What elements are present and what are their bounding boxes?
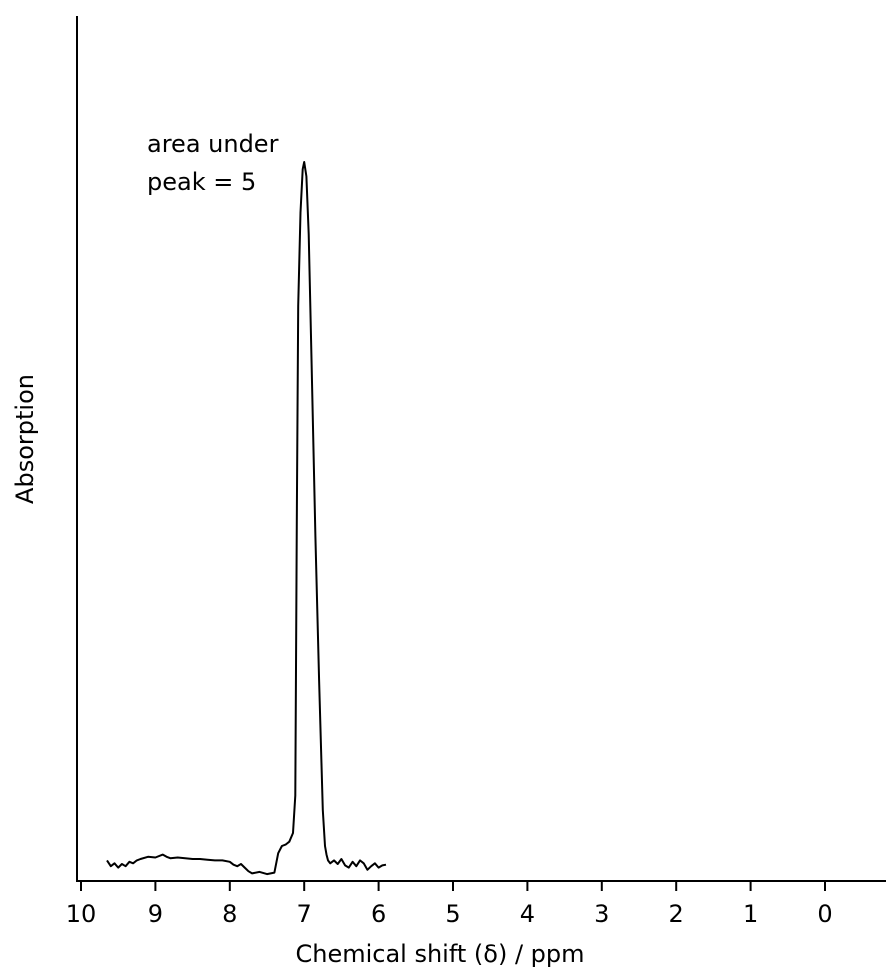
x-tick-label-2: 2 xyxy=(669,900,684,928)
x-tick-label-4: 4 xyxy=(520,900,535,928)
x-tick-label-6: 6 xyxy=(371,900,386,928)
x-tick-label-3: 3 xyxy=(594,900,609,928)
x-tick-label-7: 7 xyxy=(297,900,312,928)
x-tick-label-1: 1 xyxy=(743,900,758,928)
x-axis-tick-labels: 10 9 8 7 6 5 4 3 2 1 0 xyxy=(66,900,833,928)
peak-annotation-line-2: peak = 5 xyxy=(147,168,256,196)
spectrum-line xyxy=(106,161,387,876)
x-tick-label-9: 9 xyxy=(148,900,163,928)
x-axis-ticks xyxy=(80,881,826,891)
x-tick-label-8: 8 xyxy=(222,900,237,928)
peak-annotation-line-1: area under xyxy=(147,130,279,158)
y-axis-title: Absorption xyxy=(11,374,39,504)
x-tick-label-10: 10 xyxy=(66,900,97,928)
x-axis-title: Chemical shift (δ) / ppm xyxy=(295,940,584,968)
x-tick-label-5: 5 xyxy=(445,900,460,928)
x-tick-label-0: 0 xyxy=(817,900,832,928)
